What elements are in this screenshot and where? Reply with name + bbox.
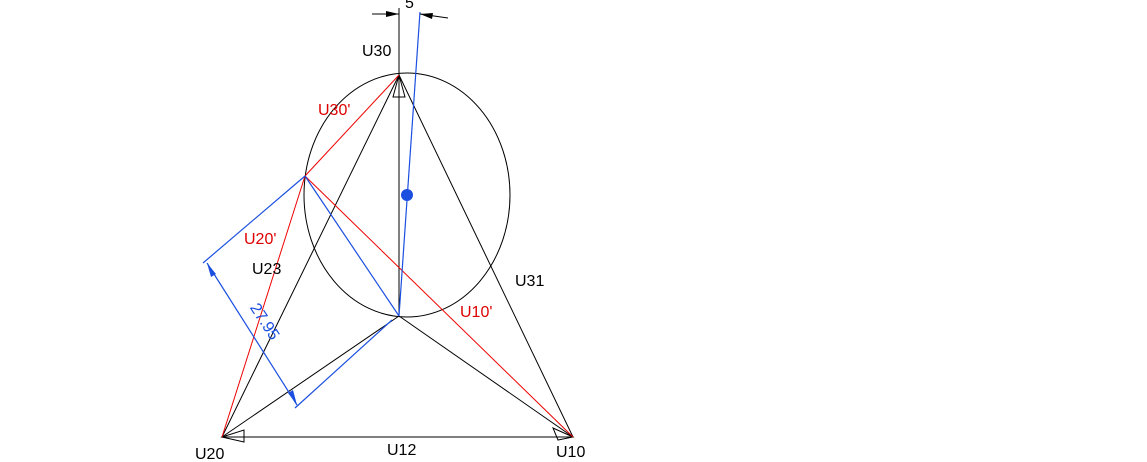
phasor-u10-prime (304, 175, 574, 438)
arrowhead (386, 11, 399, 17)
phasor-u30-prime (304, 74, 400, 177)
extension-line (294, 319, 393, 409)
phasor-u20-prime (221, 175, 306, 438)
dimension-line (206, 262, 298, 406)
phasor-u10 (398, 315, 574, 438)
arrowhead (420, 13, 433, 19)
arrowhead (288, 390, 297, 405)
arrowhead (220, 429, 245, 443)
label: U20' (244, 231, 276, 248)
label: U10' (460, 304, 492, 321)
extension-line (202, 175, 306, 264)
triangle (221, 74, 574, 438)
label: U31 (515, 273, 544, 290)
label: U30 (362, 43, 391, 60)
label: U20 (195, 446, 224, 462)
center-dot (401, 189, 413, 201)
arrowhead (207, 263, 216, 277)
arrowhead (392, 73, 406, 98)
arrowhead (552, 427, 575, 441)
label: U30' (318, 102, 350, 119)
dimension-text: 5 (405, 0, 414, 12)
label: U23 (252, 261, 281, 278)
label: U12 (387, 442, 416, 459)
circle (303, 72, 511, 318)
blue-line (304, 175, 400, 317)
label: U10 (556, 444, 585, 461)
phasor-u20 (221, 315, 400, 438)
blue-axis (398, 11, 421, 317)
